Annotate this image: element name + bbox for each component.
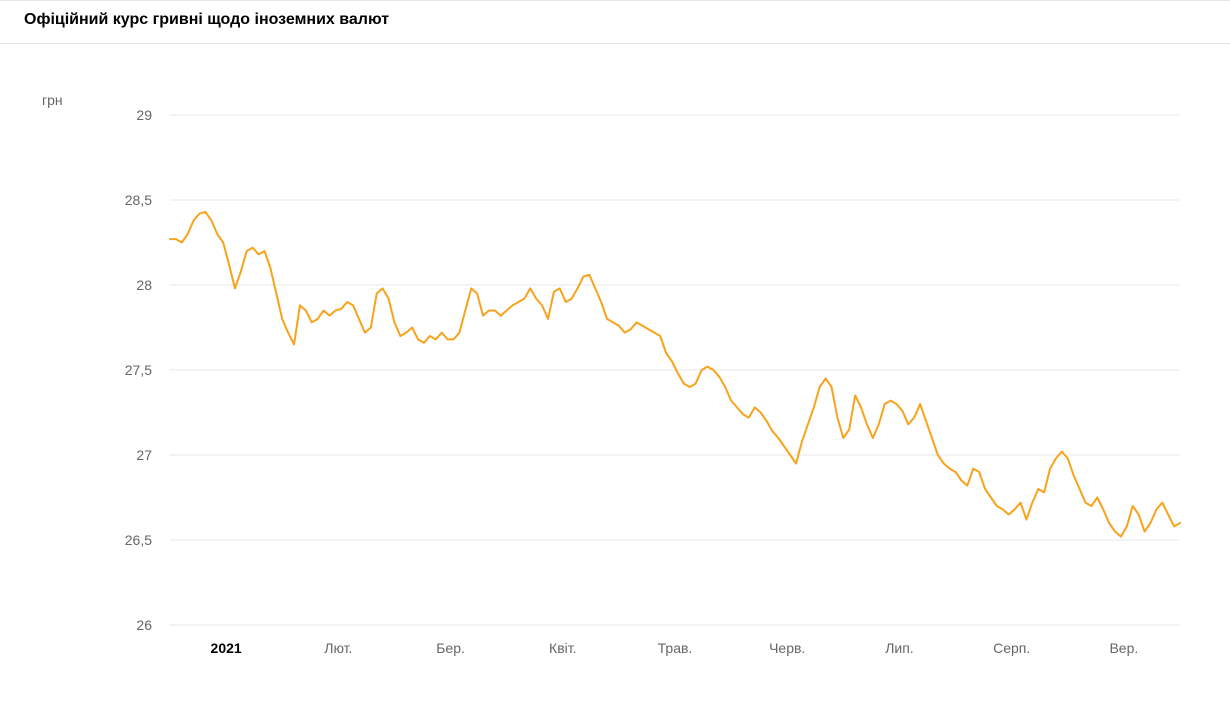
x-tick-label: Лип. — [885, 640, 913, 656]
chart-area[interactable]: 26 26,5 27 27,5 28 28,5 29 2021 Лют. Бер. Квіт. Тра… — [40, 105, 1200, 685]
x-tick-label: Серп. — [993, 640, 1030, 656]
x-tick-label: Трав. — [658, 640, 693, 656]
line-chart-svg: 26 26,5 27 27,5 28 28,5 29 2021 Лют. Бер. Квіт. Тра… — [40, 105, 1200, 685]
y-tick-label: 27 — [136, 447, 152, 463]
chart-panel: Офіційний курс гривні щодо іноземних вал… — [0, 0, 1230, 714]
panel-title: Офіційний курс гривні щодо іноземних вал… — [0, 0, 1230, 44]
grid-lines — [170, 115, 1180, 625]
y-tick-label: 28 — [136, 277, 152, 293]
x-tick-label: Квіт. — [549, 640, 576, 656]
y-tick-label: 26 — [136, 617, 152, 633]
x-tick-label: Бер. — [436, 640, 465, 656]
x-tick-label: 2021 — [211, 640, 242, 656]
x-tick-label: Черв. — [769, 640, 805, 656]
y-tick-label: 29 — [136, 107, 152, 123]
x-tick-label: Лют. — [324, 640, 352, 656]
y-tick-label: 27,5 — [125, 362, 152, 378]
y-tick-label: 26,5 — [125, 532, 152, 548]
y-tick-label: 28,5 — [125, 192, 152, 208]
rate-line — [170, 212, 1180, 537]
x-tick-label: Вер. — [1109, 640, 1138, 656]
